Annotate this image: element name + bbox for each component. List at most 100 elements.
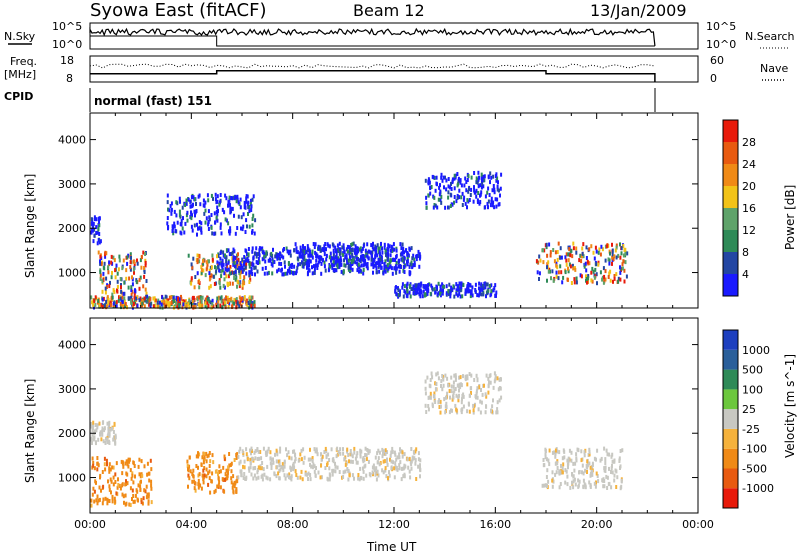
heatmap-cell	[554, 250, 557, 255]
heatmap-cell	[479, 183, 482, 188]
heatmap-cell	[184, 203, 187, 207]
heatmap-cell	[323, 264, 326, 269]
heatmap-cell	[248, 264, 251, 269]
heatmap-cell	[131, 497, 133, 501]
heatmap-cell	[211, 302, 214, 307]
heatmap-cell	[220, 262, 223, 267]
heatmap-cell	[188, 298, 191, 303]
heatmap-cell	[306, 472, 309, 477]
heatmap-cell	[480, 292, 483, 297]
heatmap-cell	[131, 277, 134, 282]
heatmap-cell	[284, 476, 287, 481]
heatmap-cell	[284, 271, 287, 276]
heatmap-cell	[188, 476, 191, 481]
heatmap-cell	[225, 295, 227, 300]
heatmap-cell	[196, 253, 199, 258]
heatmap-cell	[319, 255, 322, 260]
heatmap-cell	[286, 473, 289, 478]
heatmap-cell	[143, 266, 146, 270]
heatmap-cell	[352, 241, 355, 246]
heatmap-cell	[270, 466, 273, 470]
heatmap-cell	[229, 206, 232, 211]
heatmap-cell	[211, 471, 214, 476]
heatmap-cell	[360, 249, 363, 254]
heatmap-cell	[395, 457, 398, 462]
heatmap-cell	[439, 284, 442, 289]
heatmap-cell	[589, 473, 592, 478]
heatmap-cell	[470, 187, 473, 192]
heatmap-cell	[487, 390, 490, 395]
heatmap-cell	[246, 457, 249, 461]
heatmap-cell	[552, 248, 555, 252]
heatmap-cell	[90, 217, 93, 222]
heatmap-cell	[291, 270, 294, 275]
heatmap-cell	[394, 258, 397, 262]
heatmap-cell	[439, 404, 442, 409]
heatmap-cell	[248, 205, 251, 209]
heatmap-cell	[247, 252, 250, 257]
heatmap-cell	[96, 423, 99, 428]
heatmap-cell	[439, 291, 442, 296]
heatmap-cell	[138, 286, 141, 291]
heatmap-cell	[127, 457, 130, 462]
heatmap-cell	[355, 246, 358, 251]
heatmap-cell	[205, 451, 208, 456]
heatmap-cell	[392, 460, 395, 465]
heatmap-cell	[135, 296, 138, 301]
heatmap-cell	[375, 245, 378, 250]
heatmap-cell	[275, 252, 278, 257]
heatmap-cell	[246, 194, 249, 199]
heatmap-cell	[359, 454, 362, 459]
heatmap-cell	[183, 302, 186, 306]
heatmap-cell	[215, 269, 218, 274]
heatmap-cell	[404, 464, 407, 469]
heatmap-cell	[239, 446, 242, 451]
heatmap-cell	[375, 266, 378, 271]
heatmap-cell	[457, 384, 460, 389]
heatmap-cell	[106, 295, 109, 300]
heatmap-cell	[538, 254, 541, 259]
heatmap-cell	[278, 462, 281, 467]
heatmap-cell	[137, 483, 140, 488]
heatmap-cell	[406, 457, 409, 462]
heatmap-cell	[435, 284, 438, 289]
heatmap-cell	[556, 459, 559, 464]
heatmap-cell	[428, 180, 431, 185]
heatmap-cell	[206, 454, 209, 459]
heatmap-cell	[90, 230, 93, 235]
heatmap-cell	[410, 447, 413, 451]
heatmap-cell	[370, 257, 373, 262]
heatmap-cell	[201, 455, 204, 460]
heatmap-cell	[378, 450, 381, 455]
heatmap-cell	[495, 178, 498, 183]
heatmap-cell	[156, 300, 159, 305]
heatmap-cell	[139, 258, 142, 263]
heatmap-cell	[546, 265, 548, 270]
heatmap-cell	[233, 297, 236, 302]
heatmap-cell	[168, 304, 171, 309]
heatmap-cell	[438, 398, 441, 403]
heatmap-cell	[245, 475, 248, 480]
heatmap-cell	[417, 249, 420, 254]
heatmap-cell	[183, 230, 186, 235]
heatmap-cell	[325, 454, 328, 459]
heatmap-cell	[276, 269, 279, 274]
heatmap-cell	[477, 170, 480, 175]
heatmap-cell	[552, 278, 555, 283]
heatmap-cell	[304, 258, 307, 263]
heatmap-cell	[292, 449, 294, 454]
heatmap-cell	[248, 295, 251, 300]
heatmap-cell	[419, 288, 422, 293]
heatmap-cell	[321, 247, 324, 252]
heatmap-cell	[260, 456, 263, 461]
heatmap-cell	[221, 268, 224, 273]
heatmap-cell	[451, 179, 454, 184]
heatmap-cell	[101, 470, 104, 474]
velocity-x-ticks: 00:00 04:00 08:00 12:00 16:00 20:00 00:00	[74, 318, 714, 531]
heatmap-cell	[456, 284, 459, 289]
power-panel-frame	[89, 112, 699, 309]
heatmap-cell	[281, 272, 284, 277]
heatmap-cell	[256, 468, 259, 472]
heatmap-cell	[212, 460, 215, 465]
heatmap-cell	[175, 200, 178, 205]
